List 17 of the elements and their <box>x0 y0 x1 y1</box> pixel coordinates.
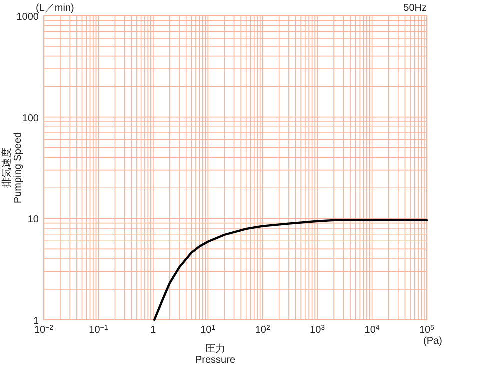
x-axis-title: 圧力 Pressure <box>195 343 236 366</box>
text: (L／min) <box>36 3 74 14</box>
y-axis-title: 排気速度 Pumping Speed <box>1 132 24 204</box>
x-tick-label: 1 <box>150 325 157 336</box>
x-tick-label: 10$^{−2}$ <box>34 324 54 336</box>
y-tick-label: 10 <box>28 214 40 226</box>
y-tick-label: 1000 <box>16 12 40 23</box>
x-tick-label: 10$^{5}$ <box>419 324 435 336</box>
y-tick-label: 1 <box>33 316 40 327</box>
y-tick-label: 100 <box>22 113 40 124</box>
x-tick-label: 10$^{−1}$ <box>89 324 108 336</box>
text: (Pa) <box>424 336 442 347</box>
x-tick-label: 10$^{2}$ <box>255 324 270 336</box>
x-tick-label: 10$^{1}$ <box>200 324 216 336</box>
x-tick-label: 10$^{3}$ <box>310 324 326 336</box>
x-tick-label: 10$^{4}$ <box>364 324 380 336</box>
text: 50Hz <box>404 3 427 14</box>
